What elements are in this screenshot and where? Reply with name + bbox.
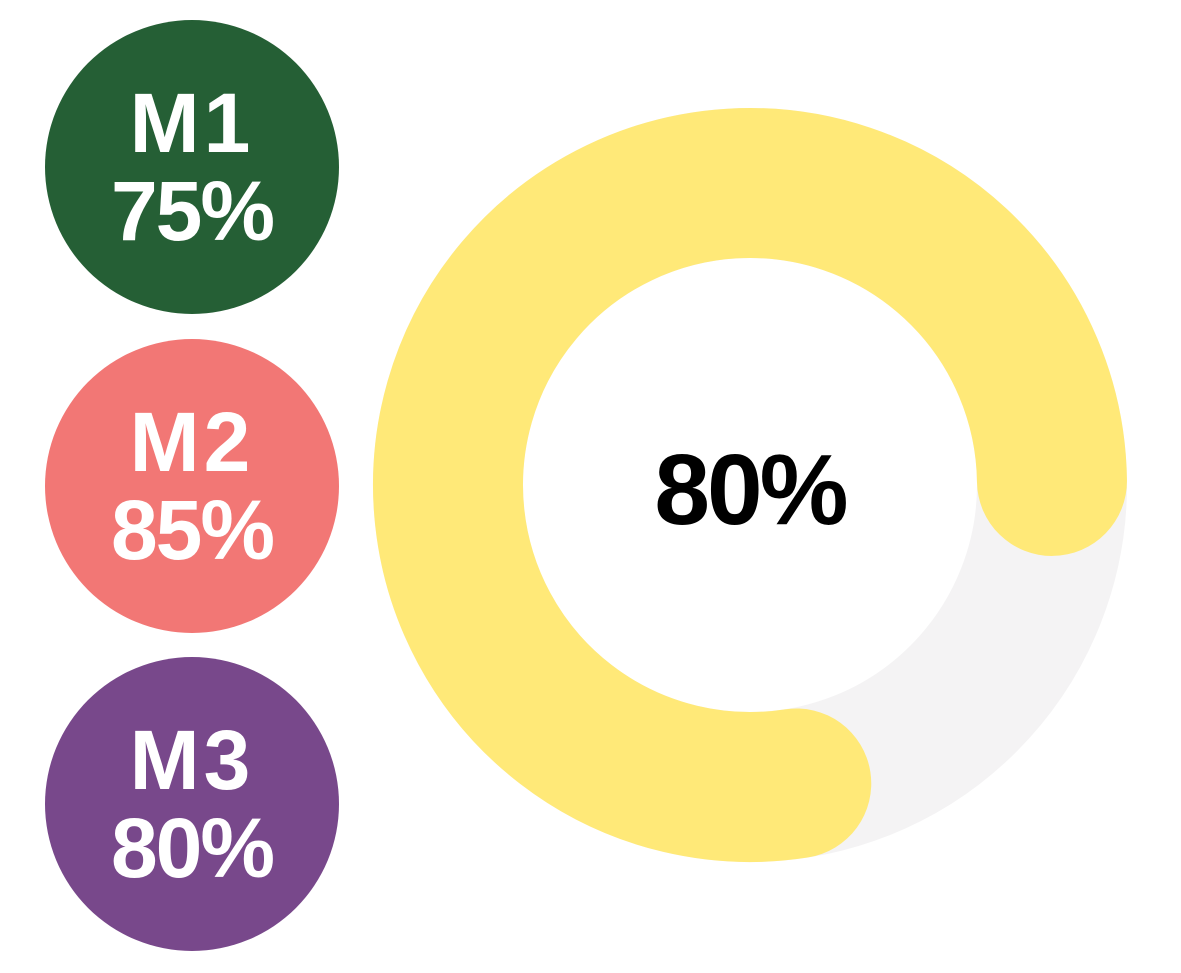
metric-badge-m3: M3 80% bbox=[45, 657, 339, 951]
metric-badge-m2: M2 85% bbox=[45, 339, 339, 633]
donut-chart bbox=[373, 108, 1127, 862]
metric-label: M1 bbox=[129, 76, 255, 170]
metric-label: M2 bbox=[129, 395, 255, 489]
donut-center-value: 80% bbox=[654, 433, 848, 546]
metric-value: 75% bbox=[110, 164, 275, 258]
metric-label: M3 bbox=[129, 713, 255, 807]
metric-value: 85% bbox=[110, 483, 275, 577]
metric-value: 80% bbox=[110, 801, 275, 895]
donut-value-arc bbox=[373, 108, 1127, 862]
metric-badge-m1: M1 75% bbox=[45, 20, 339, 314]
